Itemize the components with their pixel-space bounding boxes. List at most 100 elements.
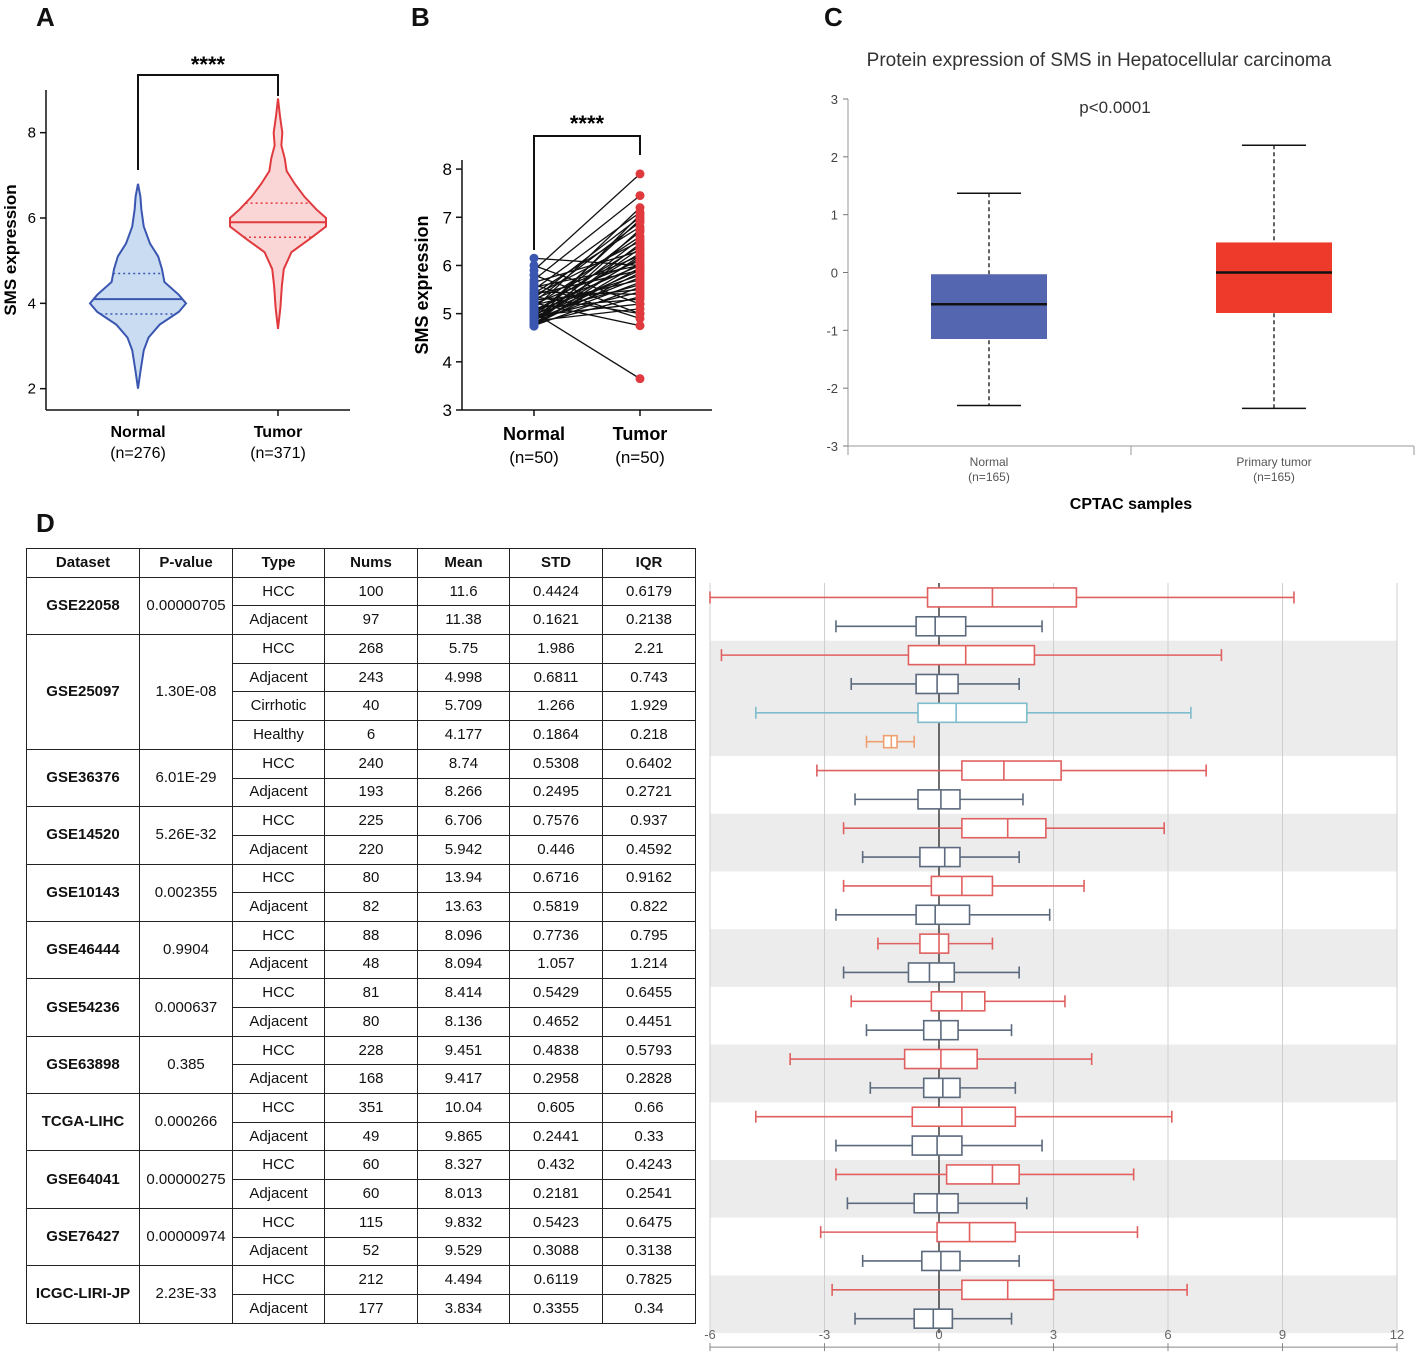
tumor-point xyxy=(635,239,645,249)
tumor-point xyxy=(635,304,645,314)
table-cell: 8.74 xyxy=(417,748,510,779)
table-cell: 100 xyxy=(324,576,418,607)
table-cell: 8.414 xyxy=(417,978,510,1008)
dataset-name-cell: GSE10143 xyxy=(26,863,140,922)
pair-line xyxy=(533,272,641,326)
pair-line xyxy=(533,255,641,327)
table-row: GSE54236 0.000637 HCC 81 8.414 0.5429 0.6455 xyxy=(26,978,696,1037)
x-tick-n-label: (n=165) xyxy=(968,470,1010,484)
table-cell: 0.605 xyxy=(509,1093,603,1123)
p-value-cell: 0.385 xyxy=(139,1035,233,1095)
table-row: Adjacent 193 8.266 0.2495 0.2721 xyxy=(27,777,696,808)
p-value-cell: 0.00000974 xyxy=(139,1207,233,1267)
tumor-point xyxy=(635,374,645,384)
table-cell: HCC xyxy=(232,1207,325,1238)
dataset-name-cell: GSE22058 xyxy=(26,576,140,636)
table-cell: 4.494 xyxy=(417,1265,510,1295)
table-cell: 0.3138 xyxy=(602,1236,696,1267)
violin-chart: 2 4 6 8 SMS expression Normal (n=276) Tumor (n=3… xyxy=(1,52,350,462)
x-tick-label: Normal xyxy=(970,455,1009,469)
p-value-cell: 0.00000705 xyxy=(139,576,233,636)
pair-line xyxy=(533,207,641,310)
table-cell: 49 xyxy=(324,1121,418,1152)
y-tick-label: 2 xyxy=(831,150,838,165)
tumor-point xyxy=(635,210,645,220)
p-value-cell: 6.01E-29 xyxy=(139,748,233,808)
table-cell: 0.5429 xyxy=(509,978,603,1008)
panel-label-b: B xyxy=(411,2,430,32)
table-cell: 0.33 xyxy=(602,1121,696,1152)
table-cell: 82 xyxy=(324,892,418,922)
tumor-point xyxy=(635,251,645,261)
y-tick-label: 0 xyxy=(831,266,838,281)
table-cell: 177 xyxy=(324,1293,418,1324)
normal-point xyxy=(529,253,539,263)
table-cell: 1.214 xyxy=(602,949,696,980)
y-axis-title: SMS expression xyxy=(1,184,20,315)
tumor-point xyxy=(635,321,645,331)
x-tick-label: Primary tumor xyxy=(1236,455,1311,469)
panel-label-d: D xyxy=(36,508,55,538)
x-tick-label: 9 xyxy=(1279,1327,1286,1342)
table-cell: 0.9162 xyxy=(602,863,696,894)
table-cell: 0.5793 xyxy=(602,1035,696,1066)
table-cell: 97 xyxy=(324,605,418,636)
table-cell: 0.66 xyxy=(602,1093,696,1123)
pair-line xyxy=(533,226,641,294)
table-cell: Adjacent xyxy=(232,1236,325,1267)
table-cell: 0.2495 xyxy=(509,777,603,808)
tumor-point xyxy=(635,282,645,292)
tumor-point xyxy=(635,268,645,278)
table-cell: 80 xyxy=(324,863,418,894)
violin-normal xyxy=(88,183,188,389)
table-row: Adjacent 220 5.942 0.446 0.4592 xyxy=(27,834,696,865)
x-tick-label: 3 xyxy=(1050,1327,1057,1342)
table-cell: 0.2138 xyxy=(602,605,696,636)
table-cell: 5.709 xyxy=(417,691,510,722)
table-row: GSE64041 0.00000275 HCC 60 8.327 0.432 0.4243 xyxy=(26,1150,696,1209)
p-value-cell: 1.30E-08 xyxy=(139,634,233,750)
table-cell: Adjacent xyxy=(232,1179,325,1209)
table-cell: Healthy xyxy=(232,720,325,750)
dataset-name-cell: GSE76427 xyxy=(26,1207,140,1267)
x-tick-label: 6 xyxy=(1164,1327,1171,1342)
dataset-name-cell: TCGA-LIHC xyxy=(26,1093,140,1152)
table-row: Cirrhotic 40 5.709 1.266 1.929 xyxy=(27,691,696,722)
table-header-cell: IQR xyxy=(602,548,696,578)
table-cell: 9.451 xyxy=(417,1035,510,1066)
box-adjacent xyxy=(922,1077,961,1099)
table-row: GSE36376 6.01E-29 HCC 240 8.74 0.5308 0.6402 xyxy=(26,748,696,808)
dataset-name-cell: GSE14520 xyxy=(26,806,140,865)
table-cell: 9.832 xyxy=(417,1207,510,1238)
table-cell: 5.942 xyxy=(417,834,510,865)
table-cell: 3.834 xyxy=(417,1293,510,1324)
box-hcc xyxy=(926,587,1078,608)
table-cell: 0.6716 xyxy=(509,863,603,894)
table-cell: 0.2721 xyxy=(602,777,696,808)
table-row: Adjacent 49 9.865 0.2441 0.33 xyxy=(27,1121,696,1152)
table-cell: 11.38 xyxy=(417,605,510,636)
x-tick-n-label: (n=165) xyxy=(1253,470,1295,484)
tumor-point xyxy=(635,203,645,213)
x-tick-label: 0 xyxy=(935,1327,942,1342)
table-cell: 6 xyxy=(324,720,418,750)
table-cell: HCC xyxy=(232,1035,325,1066)
table-header-cell: Nums xyxy=(324,548,418,578)
x-axis-title: CPTAC samples xyxy=(1070,496,1193,513)
table-cell: 168 xyxy=(324,1064,418,1095)
table-cell: 0.2828 xyxy=(602,1064,696,1095)
tumor-point xyxy=(635,292,645,302)
dataset-name-cell: GSE46444 xyxy=(26,920,140,980)
table-cell: 0.218 xyxy=(602,720,696,750)
table-cell: 0.6475 xyxy=(602,1207,696,1238)
table-cell: 0.5308 xyxy=(509,748,603,779)
p-value-cell: 5.26E-32 xyxy=(139,806,233,865)
table-cell: 2.21 xyxy=(602,634,696,664)
table-row: ICGC-LIRI-JP 2.23E-33 HCC 212 4.494 0.6119 0.7… xyxy=(26,1265,696,1324)
table-row: Adjacent 80 8.136 0.4652 0.4451 xyxy=(27,1007,696,1037)
x-tick-label: Tumor xyxy=(613,424,668,444)
table-cell: 0.6179 xyxy=(602,576,696,607)
p-value-cell: 0.000637 xyxy=(139,978,233,1037)
table-cell: Adjacent xyxy=(232,834,325,865)
p-value-annotation: p<0.0001 xyxy=(1079,98,1150,117)
